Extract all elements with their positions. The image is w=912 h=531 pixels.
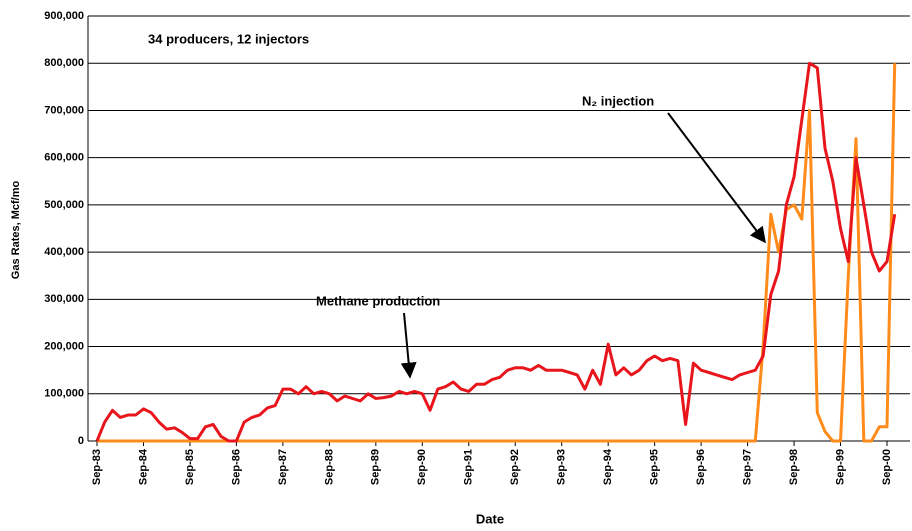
y-tick-label: 300,000	[44, 293, 84, 305]
x-tick-label: Sep-96	[695, 449, 707, 485]
y-tick-label: 700,000	[44, 104, 84, 116]
y-tick-label: 200,000	[44, 340, 84, 352]
plot-area: 0 100,000 200,000 300,000 400,000 500,000 600,…	[44, 10, 910, 485]
y-tick-label: 600,000	[44, 152, 84, 164]
x-tick-label: Sep-98	[788, 449, 800, 485]
x-tick-label: Sep-88	[323, 449, 335, 485]
y-tick-label: 400,000	[44, 246, 84, 258]
arrow	[400, 312, 417, 379]
y-tick-label: 900,000	[44, 10, 84, 22]
y-tick-label: 100,000	[44, 388, 84, 400]
x-tick-label: Sep-94	[602, 448, 614, 485]
x-tick-label: Sep-91	[463, 449, 475, 485]
x-axis-label: Date	[476, 511, 504, 526]
annotation: 34 producers, 12 injectors	[148, 31, 309, 46]
x-tick-label: Sep-95	[649, 449, 661, 485]
x-tick-label: Sep-85	[184, 449, 196, 485]
annotation: Methane production	[316, 293, 440, 308]
x-tick-label: Sep-93	[556, 449, 568, 485]
x-tick-label: Sep-89	[370, 449, 382, 485]
arrow	[667, 112, 766, 244]
x-tick-label: Sep-90	[416, 449, 428, 485]
annotation: N₂ injection	[582, 93, 654, 108]
x-tick-label: Sep-87	[277, 449, 289, 485]
x-tick-label: Sep-97	[741, 449, 753, 485]
series-line	[95, 61, 897, 443]
y-tick-label: 800,000	[44, 57, 84, 69]
x-tick-label: Sep-92	[509, 449, 521, 485]
y-tick-label: 0	[78, 435, 84, 447]
x-tick-label: Sep-83	[91, 449, 103, 485]
y-tick-label: 500,000	[44, 199, 84, 211]
x-tick-label: Sep-00	[881, 449, 893, 485]
y-axis-label: Gas Rates, Mcf/mo	[10, 181, 22, 280]
x-tick-label: Sep-86	[230, 449, 242, 485]
x-tick-label: Sep-84	[137, 448, 149, 485]
x-tick-label: Sep-99	[834, 449, 846, 485]
